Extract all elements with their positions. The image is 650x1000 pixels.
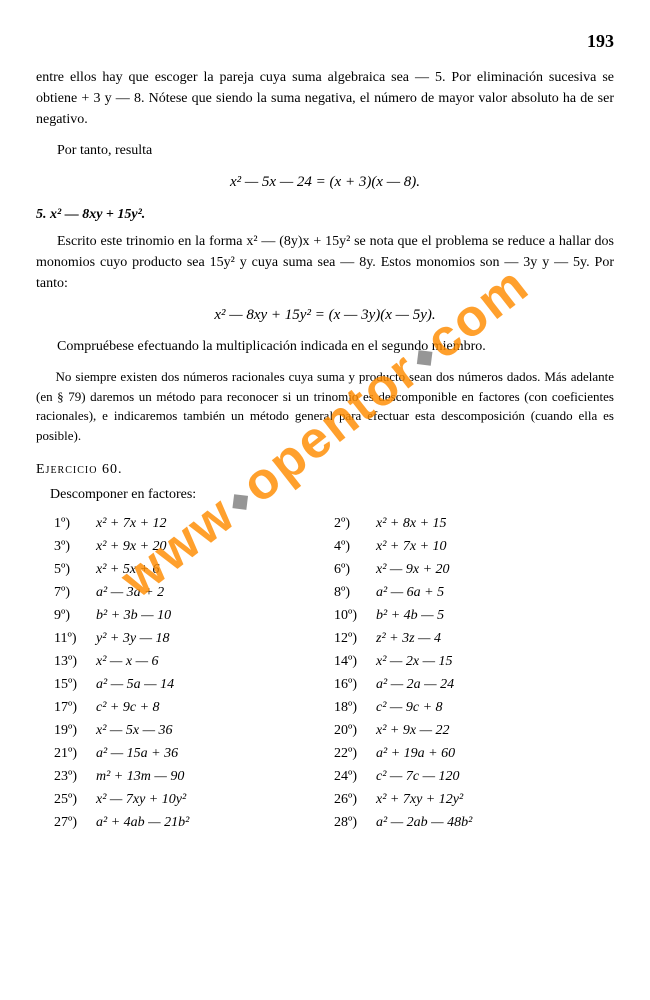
exercise-number: 1º) bbox=[54, 513, 96, 534]
exercise-row: 1º)x² + 7x + 122º)x² + 8x + 15 bbox=[54, 513, 614, 534]
section-5-heading: 5. x² — 8xy + 15y². bbox=[36, 204, 614, 225]
exercise-expression: a² + 19a + 60 bbox=[376, 743, 614, 764]
exercise-number: 28º) bbox=[334, 812, 376, 833]
exercise-number: 11º) bbox=[54, 628, 96, 649]
exercise-number: 18º) bbox=[334, 697, 376, 718]
exercise-row: 19º)x² — 5x — 3620º)x² + 9x — 22 bbox=[54, 720, 614, 741]
exercise-row: 5º)x² + 5x + 66º)x² — 9x + 20 bbox=[54, 559, 614, 580]
exercise-expression: x² — 9x + 20 bbox=[376, 559, 614, 580]
exercise-row: 27º)a² + 4ab — 21b²28º)a² — 2ab — 48b² bbox=[54, 812, 614, 833]
exercise-number: 12º) bbox=[334, 628, 376, 649]
exercise-expression: x² + 9x + 20 bbox=[96, 536, 334, 557]
exercise-number: 4º) bbox=[334, 536, 376, 557]
exercise-expression: x² — x — 6 bbox=[96, 651, 334, 672]
exercise-row: 25º)x² — 7xy + 10y²26º)x² + 7xy + 12y² bbox=[54, 789, 614, 810]
exercise-number: 17º) bbox=[54, 697, 96, 718]
exercise-expression: z² + 3z — 4 bbox=[376, 628, 614, 649]
exercise-expression: a² — 3a + 2 bbox=[96, 582, 334, 603]
exercise-number: 5º) bbox=[54, 559, 96, 580]
exercise-expression: x² + 7xy + 12y² bbox=[376, 789, 614, 810]
exercise-expression: x² + 7x + 12 bbox=[96, 513, 334, 534]
exercise-row: 7º)a² — 3a + 28º)a² — 6a + 5 bbox=[54, 582, 614, 603]
exercise-expression: m² + 13m — 90 bbox=[96, 766, 334, 787]
exercise-expression: x² + 9x — 22 bbox=[376, 720, 614, 741]
exercise-row: 11º)y² + 3y — 1812º)z² + 3z — 4 bbox=[54, 628, 614, 649]
exercise-expression: a² — 2a — 24 bbox=[376, 674, 614, 695]
exercise-expression: x² + 7x + 10 bbox=[376, 536, 614, 557]
paragraph-3: Escrito este trinomio en la forma x² — (… bbox=[36, 231, 614, 294]
exercise-expression: x² + 5x + 6 bbox=[96, 559, 334, 580]
exercise-expression: a² — 6a + 5 bbox=[376, 582, 614, 603]
exercise-number: 2º) bbox=[334, 513, 376, 534]
exercise-expression: a² — 15a + 36 bbox=[96, 743, 334, 764]
exercise-number: 21º) bbox=[54, 743, 96, 764]
exercise-row: 13º)x² — x — 614º)x² — 2x — 15 bbox=[54, 651, 614, 672]
exercise-number: 9º) bbox=[54, 605, 96, 626]
exercise-row: 15º)a² — 5a — 1416º)a² — 2a — 24 bbox=[54, 674, 614, 695]
paragraph-4: Compruébese efectuando la multiplicación… bbox=[36, 336, 614, 357]
exercise-expression: x² + 8x + 15 bbox=[376, 513, 614, 534]
exercise-row: 9º)b² + 3b — 1010º)b² + 4b — 5 bbox=[54, 605, 614, 626]
exercise-number: 19º) bbox=[54, 720, 96, 741]
exercise-number: 27º) bbox=[54, 812, 96, 833]
exercise-expression: b² + 3b — 10 bbox=[96, 605, 334, 626]
exercise-title: Ejercicio 60. bbox=[36, 459, 614, 480]
paragraph-2: Por tanto, resulta bbox=[36, 140, 614, 161]
exercise-number: 15º) bbox=[54, 674, 96, 695]
exercise-subtitle: Descomponer en factores: bbox=[50, 484, 614, 505]
exercise-number: 8º) bbox=[334, 582, 376, 603]
exercise-expression: a² + 4ab — 21b² bbox=[96, 812, 334, 833]
exercise-list: 1º)x² + 7x + 122º)x² + 8x + 153º)x² + 9x… bbox=[36, 513, 614, 833]
page-number: 193 bbox=[36, 28, 614, 55]
exercise-number: 24º) bbox=[334, 766, 376, 787]
exercise-number: 20º) bbox=[334, 720, 376, 741]
paragraph-1: entre ellos hay que escoger la pareja cu… bbox=[36, 67, 614, 130]
exercise-expression: c² + 9c + 8 bbox=[96, 697, 334, 718]
note-paragraph: No siempre existen dos números racionale… bbox=[36, 367, 614, 445]
exercise-number: 26º) bbox=[334, 789, 376, 810]
exercise-expression: x² — 2x — 15 bbox=[376, 651, 614, 672]
exercise-row: 3º)x² + 9x + 204º)x² + 7x + 10 bbox=[54, 536, 614, 557]
exercise-number: 14º) bbox=[334, 651, 376, 672]
exercise-row: 17º)c² + 9c + 818º)c² — 9c + 8 bbox=[54, 697, 614, 718]
exercise-row: 23º)m² + 13m — 9024º)c² — 7c — 120 bbox=[54, 766, 614, 787]
exercise-expression: a² — 2ab — 48b² bbox=[376, 812, 614, 833]
exercise-expression: b² + 4b — 5 bbox=[376, 605, 614, 626]
exercise-number: 10º) bbox=[334, 605, 376, 626]
exercise-expression: c² — 9c + 8 bbox=[376, 697, 614, 718]
exercise-number: 7º) bbox=[54, 582, 96, 603]
exercise-number: 25º) bbox=[54, 789, 96, 810]
exercise-number: 22º) bbox=[334, 743, 376, 764]
exercise-expression: a² — 5a — 14 bbox=[96, 674, 334, 695]
exercise-expression: y² + 3y — 18 bbox=[96, 628, 334, 649]
exercise-expression: x² — 5x — 36 bbox=[96, 720, 334, 741]
exercise-expression: c² — 7c — 120 bbox=[376, 766, 614, 787]
exercise-number: 13º) bbox=[54, 651, 96, 672]
exercise-expression: x² — 7xy + 10y² bbox=[96, 789, 334, 810]
equation-2: x² — 8xy + 15y² = (x — 3y)(x — 5y). bbox=[36, 304, 614, 327]
exercise-number: 23º) bbox=[54, 766, 96, 787]
exercise-number: 16º) bbox=[334, 674, 376, 695]
exercise-number: 6º) bbox=[334, 559, 376, 580]
equation-1: x² — 5x — 24 = (x + 3)(x — 8). bbox=[36, 171, 614, 194]
exercise-number: 3º) bbox=[54, 536, 96, 557]
exercise-row: 21º)a² — 15a + 3622º)a² + 19a + 60 bbox=[54, 743, 614, 764]
